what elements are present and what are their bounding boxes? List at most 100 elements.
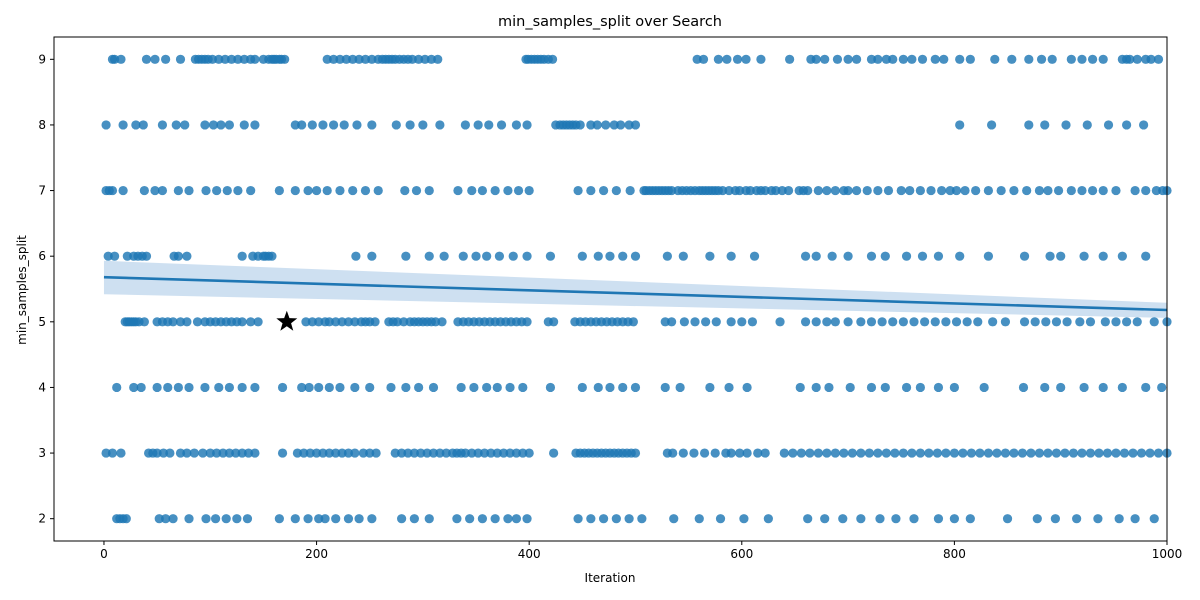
- data-point: [710, 448, 720, 458]
- data-point: [460, 120, 470, 130]
- data-point: [1018, 382, 1029, 393]
- data-point: [851, 185, 862, 196]
- data-point: [107, 185, 118, 196]
- data-point: [822, 448, 832, 458]
- data-point: [1030, 317, 1040, 327]
- data-point: [138, 120, 148, 130]
- data-point: [1125, 54, 1135, 64]
- data-point: [901, 382, 912, 393]
- data-point: [692, 54, 702, 64]
- data-point: [328, 120, 339, 130]
- data-point: [1043, 185, 1053, 196]
- data-point: [403, 448, 413, 458]
- data-point: [960, 185, 970, 196]
- data-point: [401, 251, 411, 261]
- data-point: [722, 54, 732, 64]
- data-point: [1130, 185, 1140, 196]
- data-point: [915, 185, 925, 196]
- data-point: [830, 185, 840, 196]
- data-point: [453, 185, 463, 196]
- data-point: [1157, 382, 1167, 393]
- data-point: [779, 448, 789, 458]
- data-point: [1056, 251, 1066, 261]
- data-point: [689, 448, 699, 458]
- data-point: [301, 317, 311, 327]
- data-point: [328, 54, 339, 64]
- data-point: [441, 448, 451, 458]
- data-point: [1026, 448, 1036, 458]
- data-point: [1050, 514, 1060, 524]
- data-point: [749, 251, 760, 261]
- data-point: [392, 317, 402, 327]
- data-point: [513, 185, 524, 196]
- data-point: [1098, 382, 1108, 393]
- y-tick-label: 3: [38, 446, 46, 460]
- data-point: [360, 54, 371, 64]
- data-point: [933, 251, 944, 261]
- data-point: [605, 251, 615, 261]
- data-point: [830, 317, 840, 327]
- data-point: [358, 448, 368, 458]
- data-point: [1141, 251, 1151, 261]
- data-point: [460, 448, 470, 458]
- data-point: [811, 251, 821, 261]
- data-point: [465, 514, 475, 524]
- data-point: [763, 514, 773, 524]
- data-point: [484, 120, 494, 130]
- data-point: [1060, 448, 1070, 458]
- data-point: [518, 448, 528, 458]
- data-point: [830, 448, 840, 458]
- data-point: [175, 317, 186, 327]
- data-point: [1098, 54, 1108, 64]
- data-point: [386, 382, 396, 393]
- data-point: [795, 382, 805, 393]
- data-point: [905, 185, 915, 196]
- data-point: [121, 514, 131, 524]
- data-point: [1061, 120, 1071, 130]
- data-point: [239, 54, 249, 64]
- data-point: [482, 251, 492, 261]
- data-point: [343, 514, 354, 524]
- data-point: [335, 185, 345, 196]
- data-point: [163, 382, 173, 393]
- data-point: [1077, 185, 1087, 196]
- data-point: [1034, 448, 1045, 458]
- data-point: [508, 251, 518, 261]
- x-tick-label: 400: [518, 547, 541, 561]
- data-point: [116, 54, 126, 64]
- data-point: [890, 448, 900, 458]
- data-point: [877, 317, 887, 327]
- data-point: [1119, 448, 1130, 458]
- data-point: [941, 317, 951, 327]
- data-point: [926, 185, 936, 196]
- data-point: [1051, 317, 1062, 327]
- data-point: [891, 514, 901, 524]
- data-point: [439, 251, 449, 261]
- data-point: [139, 185, 149, 196]
- data-point: [628, 317, 638, 327]
- data-point: [586, 120, 596, 130]
- data-point: [458, 251, 468, 261]
- data-point: [198, 448, 208, 458]
- y-axis-label: min_samples_split: [15, 235, 29, 345]
- data-point: [718, 185, 728, 196]
- data-point: [624, 120, 634, 130]
- data-point: [909, 317, 919, 327]
- data-point: [679, 317, 689, 327]
- data-point: [1036, 54, 1047, 64]
- data-point: [788, 448, 798, 458]
- data-point: [1056, 382, 1066, 393]
- data-point: [141, 251, 152, 261]
- confidence-band: [103, 260, 1167, 318]
- data-point: [152, 382, 162, 393]
- x-tick-label: 600: [730, 547, 753, 561]
- data-point: [173, 251, 183, 261]
- data-point: [175, 54, 186, 64]
- data-point: [239, 120, 249, 130]
- data-point: [490, 185, 500, 196]
- data-point: [1114, 514, 1124, 524]
- data-points-layer: [101, 54, 1172, 524]
- data-point: [182, 448, 192, 458]
- data-point: [524, 185, 534, 196]
- data-point: [237, 448, 247, 458]
